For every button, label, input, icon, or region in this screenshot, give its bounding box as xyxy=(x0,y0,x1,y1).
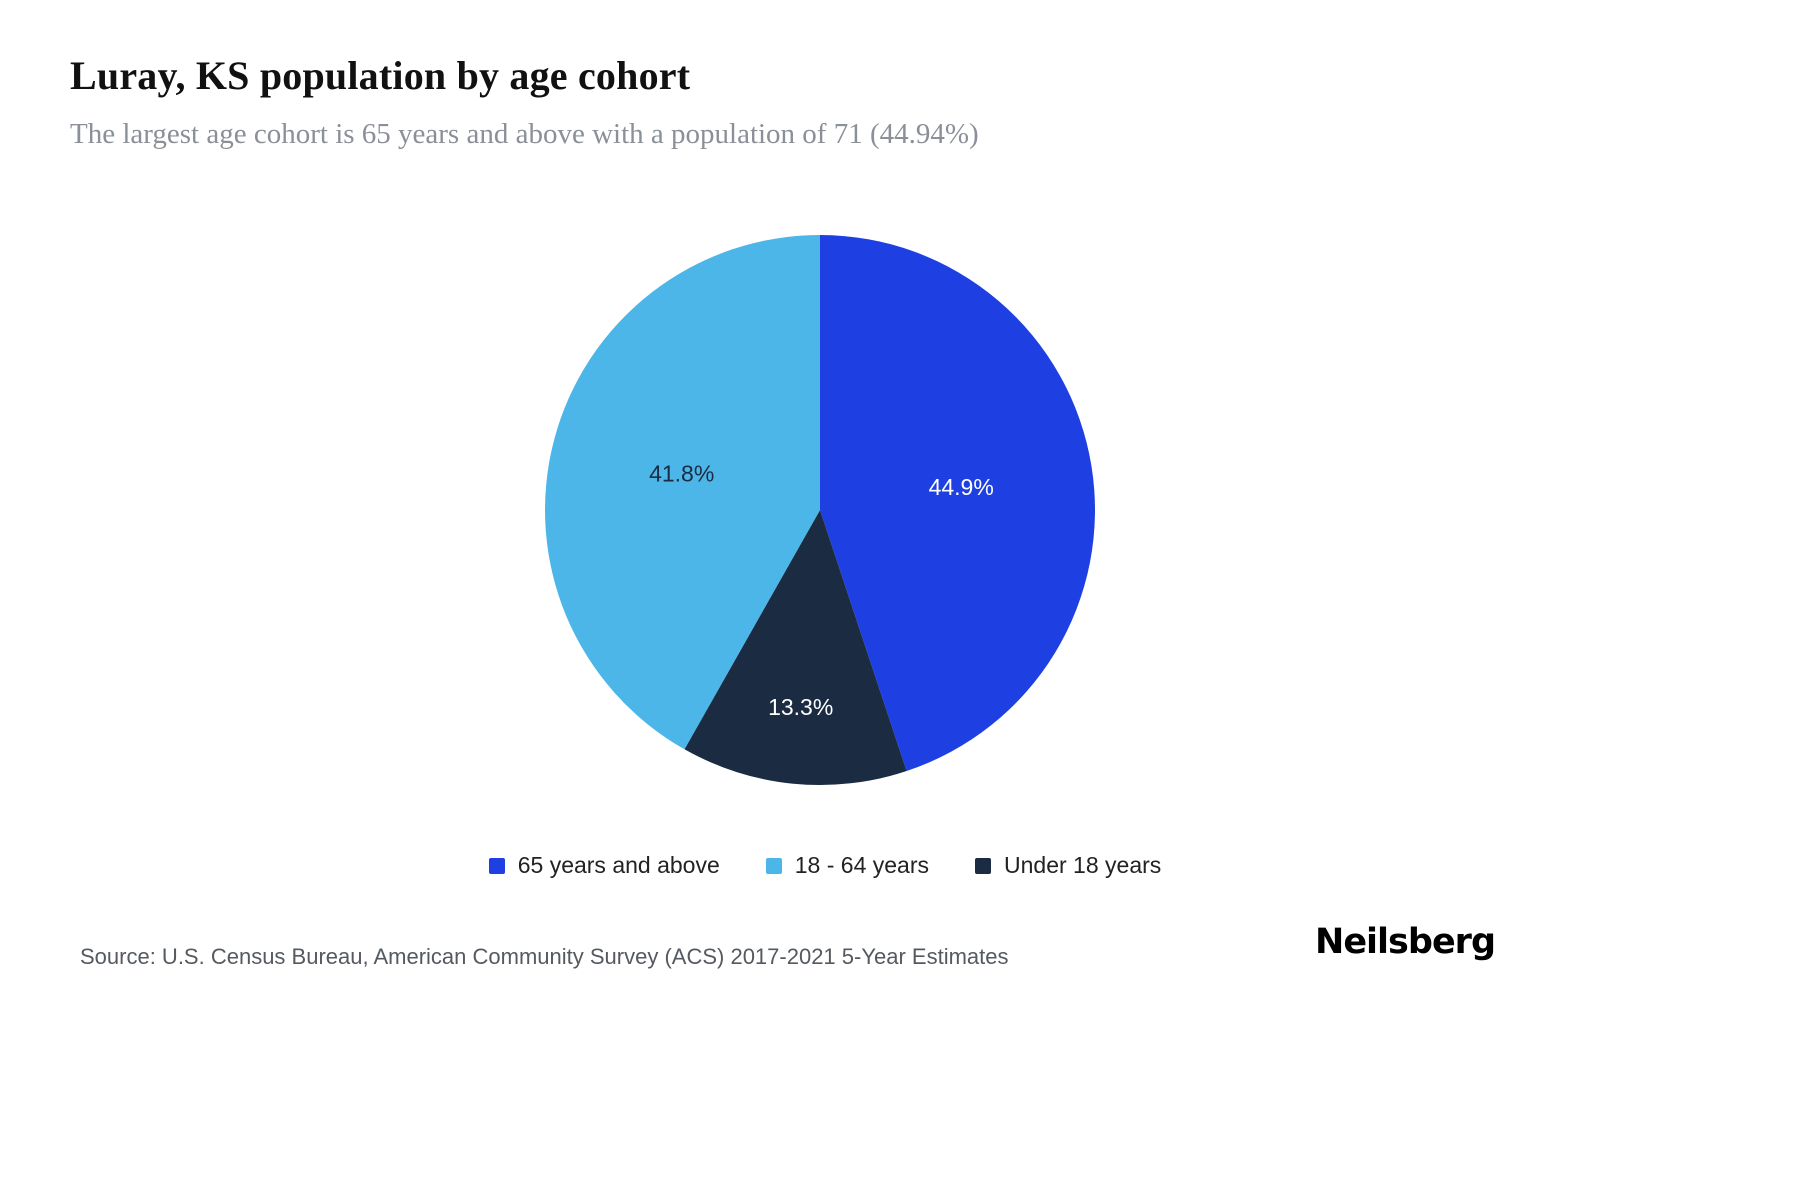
pie-slice-under-18-years[interactable] xyxy=(684,510,907,785)
pie-slice-18-64-years[interactable] xyxy=(544,235,820,750)
legend-item-18-64-years[interactable]: 18 - 64 years xyxy=(765,852,930,879)
legend-swatch-icon xyxy=(488,857,505,874)
legend: 65 years and above 18 - 64 years Under 18 … xyxy=(0,852,1650,879)
legend-swatch-icon xyxy=(765,857,782,874)
pie-slice-65-years-and-above[interactable] xyxy=(820,235,1096,772)
legend-item-65-years-and-above[interactable]: 65 years and above xyxy=(488,852,720,879)
legend-label: 18 - 64 years xyxy=(794,852,930,878)
pie-slice-label-18-64-years: 41.8% xyxy=(649,461,714,487)
pie-slice-label-65-years-and-above: 44.9% xyxy=(929,474,994,500)
chart-subtitle: The largest age cohort is 65 years and a… xyxy=(70,118,979,150)
pie-chart-area: 44.9% 13.3% 41.8% xyxy=(540,230,1100,790)
brand-logo: Neilsberg xyxy=(1315,922,1496,962)
legend-label: Under 18 years xyxy=(1004,852,1162,878)
pie-chart: 44.9% 13.3% 41.8% xyxy=(544,235,1096,785)
legend-item-under-18-years[interactable]: Under 18 years xyxy=(975,852,1161,879)
legend-swatch-icon xyxy=(975,857,992,874)
legend-label: 65 years and above xyxy=(517,852,720,878)
source-note: Source: U.S. Census Bureau, American Com… xyxy=(80,944,1009,969)
pie-slice-label-under-18-years: 13.3% xyxy=(768,694,833,720)
chart-title: Luray, KS population by age cohort xyxy=(70,53,691,98)
